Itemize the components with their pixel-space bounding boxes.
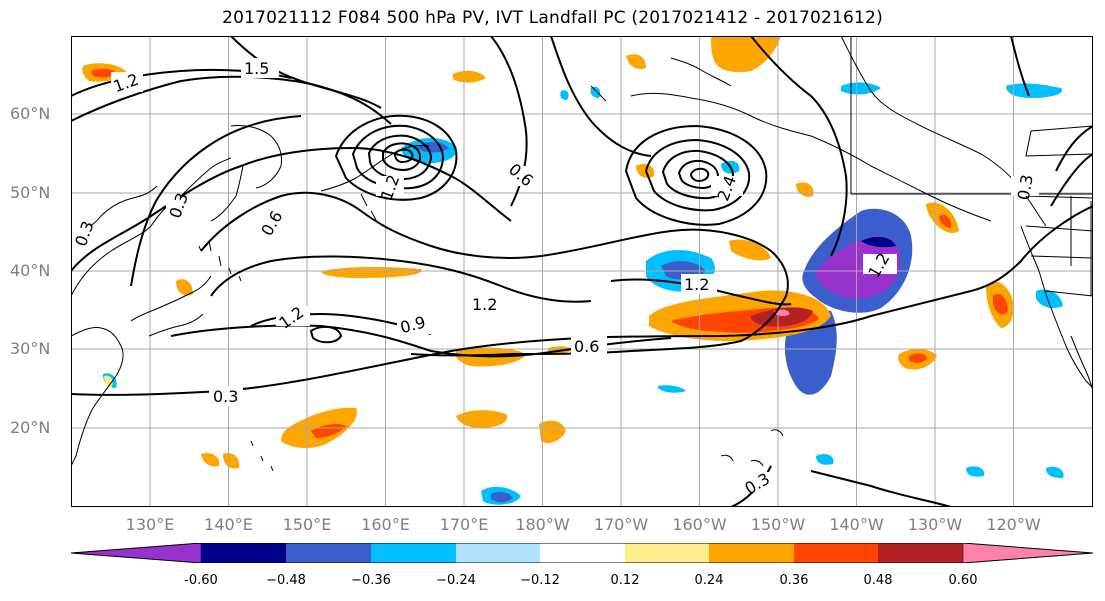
colorbar-tick: 0.48 [863,573,893,588]
contour-label: 1.2 [684,275,709,294]
contour-label: 1.5 [244,59,269,78]
lat-label-20n: 20°N [10,418,51,437]
colorbar-tick: 0.60 [948,573,978,588]
contour-low-east-5 [689,167,710,183]
contour-ridge-west [130,115,302,287]
lon-label-140w: 140°W [829,515,884,534]
lon-label-130e: 130°E [125,515,175,534]
colorbar-tick: 0.12 [610,573,640,588]
lon-label-150w: 150°W [750,515,806,534]
contour-ne-lobe [1010,36,1093,207]
contour-label: 0.6 [574,337,599,356]
contour-east-arc [550,36,848,257]
lon-label-140e: 140°E [204,515,253,534]
colorbar-segment [962,543,1093,563]
contour-low-west-1 [334,114,458,201]
colorbar-segment [878,543,963,563]
lon-label-180w: 180°W [515,515,570,534]
colorbar-tick: −0.24 [436,573,476,588]
lat-label-40n: 40°N [10,261,51,280]
colorbar-segment [201,543,286,563]
contour-low-east-2 [644,138,751,212]
lon-label-150e: 150°E [282,515,332,534]
colorbar-segment [71,543,202,563]
colorbar-tick: 0.24 [694,573,724,588]
contour-label: 0.3 [213,387,238,406]
lon-label-170e: 170°E [439,515,489,534]
colorbar-segment [625,543,709,563]
lon-label-170w: 170°W [593,515,649,534]
lat-label-30n: 30°N [10,339,51,358]
colorbar-segment [794,543,878,563]
lon-label-160e: 160°E [361,515,410,534]
map-title: 2017021112 F084 500 hPa PV, IVT Landfall… [222,8,883,28]
negative-anomaly-gulf-core [816,236,901,299]
colorbar-segment [286,543,371,563]
map-area: 1.5 1.2 0.3 0.6 0.9 1.2 1.2 0.6 1.2 1.2 … [71,36,1093,507]
contour-low-east-3 [661,149,735,200]
lat-label-50n: 50°N [10,183,51,202]
colorbar-tick: −0.48 [266,573,306,588]
contour-0.9 [210,255,592,303]
contour-label: 1.2 [472,295,497,314]
lon-label-120w: 120°W [986,515,1041,534]
colorbar-segment [456,543,540,563]
colorbar-segment [371,543,456,563]
colorbar-tick: 0.36 [779,573,809,588]
colorbar-segment [540,543,625,563]
contour-low-small [309,325,343,344]
lat-label-60n: 60°N [10,104,51,123]
contour-low-east-1 [624,124,768,226]
lon-label-130w: 130°W [907,515,963,534]
contour-1.5 [71,75,392,125]
contour-low-west-4 [382,142,422,172]
contour-low-east-4 [677,159,720,190]
colorbar-tick: −0.12 [520,573,560,588]
lon-label-160w: 160°W [672,515,727,534]
colorbar-tick: −0.36 [351,573,391,588]
contour-low-west-5 [393,148,414,164]
colorbar-segment [709,543,794,563]
colorbar-tick: -0.60 [184,573,218,588]
coastlines [71,36,1093,472]
colorbar [71,543,1093,563]
contour-label: 0.3 [1014,173,1037,201]
